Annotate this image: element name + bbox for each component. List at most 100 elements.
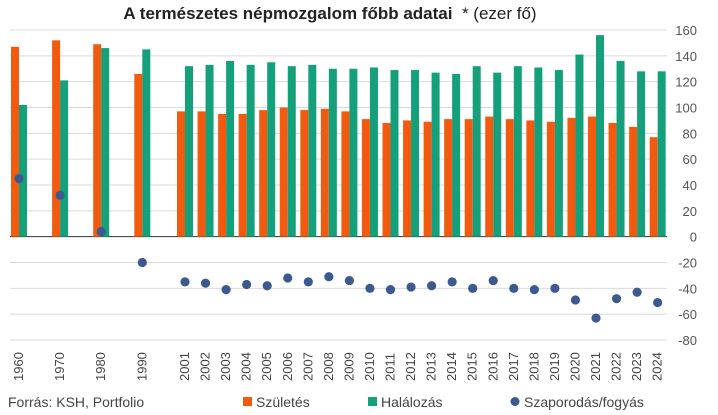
y-tick-label: 160	[675, 23, 697, 38]
x-tick-label: 2009	[341, 352, 356, 381]
point-natural-change	[385, 285, 396, 295]
bar-deaths	[328, 68, 337, 237]
bar-births	[279, 107, 288, 237]
point-natural-change	[344, 275, 354, 286]
point-natural-change	[447, 277, 457, 287]
bar-deaths	[390, 70, 399, 237]
bar-deaths	[575, 54, 584, 237]
y-tick-label: 100	[675, 101, 697, 116]
bar-births	[444, 119, 453, 237]
point-natural-change	[324, 272, 334, 282]
point-natural-change	[242, 279, 252, 290]
bar-births	[197, 111, 206, 237]
x-tick-label: 1980	[93, 352, 108, 381]
x-tick-label: 2003	[218, 352, 233, 381]
x-tick-label: 2020	[567, 352, 582, 381]
bar-deaths	[19, 104, 27, 237]
point-natural-change	[611, 294, 622, 304]
x-tick-label: 2005	[259, 352, 274, 381]
bar-deaths	[246, 64, 255, 237]
y-tick-label: 20	[683, 204, 697, 219]
bars	[11, 35, 666, 237]
bar-deaths	[185, 66, 193, 237]
bar-deaths	[452, 73, 461, 237]
bar-deaths	[349, 68, 358, 237]
bar-deaths	[226, 61, 235, 237]
point-natural-change	[200, 278, 211, 288]
bar-deaths	[554, 70, 563, 237]
bar-births	[546, 121, 555, 237]
y-tick-label: 60	[683, 152, 697, 167]
bar-births	[608, 123, 617, 237]
y-tick-label: 0	[690, 230, 697, 245]
y-tick-label: -80	[678, 333, 697, 348]
bar-deaths	[60, 80, 69, 237]
bar-births	[218, 113, 227, 237]
bar-births	[134, 73, 143, 237]
bar-births	[629, 126, 638, 237]
x-tick-label: 2018	[526, 352, 541, 381]
x-tick-label: 2008	[321, 352, 336, 381]
point-natural-change	[468, 283, 478, 293]
bar-births	[464, 119, 473, 237]
bar-deaths	[205, 64, 214, 237]
bar-births	[259, 110, 268, 237]
legend-label: Szaporodás/fogyás	[524, 394, 644, 410]
x-tick-label: 2012	[403, 352, 418, 381]
bar-births	[649, 137, 658, 237]
bar-births	[177, 111, 185, 237]
x-tick-label: 2024	[650, 352, 665, 381]
point-natural-change	[509, 283, 519, 293]
x-axis-ticks: 1960 1970 1980 1990 2001 2002 2003 2004 2005 2006…	[11, 352, 665, 381]
bar-deaths	[493, 72, 502, 237]
bar-deaths	[637, 71, 646, 237]
point-natural-change	[137, 257, 147, 268]
point-natural-change	[96, 226, 106, 237]
bar-deaths	[657, 71, 666, 237]
y-tick-label: 120	[675, 75, 697, 90]
x-tick-label: 2011	[383, 353, 398, 381]
x-tick-label: 2001	[177, 352, 192, 381]
bar-births	[300, 110, 309, 237]
bar-deaths	[616, 61, 625, 237]
scatter-points	[14, 173, 663, 323]
bar-deaths	[287, 66, 296, 237]
point-natural-change	[550, 283, 560, 293]
point-natural-change	[570, 295, 581, 305]
legend-swatch	[510, 397, 520, 406]
y-tick-label: -40	[678, 281, 697, 296]
legend-label: Halálozás	[381, 394, 442, 410]
bar-deaths	[369, 67, 378, 237]
bar-deaths	[308, 64, 317, 237]
y-tick-label: 80	[683, 126, 697, 141]
bar-deaths	[267, 62, 276, 237]
x-tick-label: 2004	[239, 352, 254, 381]
point-natural-change	[55, 190, 65, 200]
x-tick-label: 1960	[11, 352, 26, 381]
y-tick-label: -20	[678, 256, 697, 271]
bar-births	[526, 120, 535, 237]
x-tick-label: 2006	[280, 352, 295, 381]
x-tick-label: 2016	[485, 352, 500, 381]
bar-births	[567, 117, 576, 237]
bar-deaths	[142, 49, 151, 237]
bar-births	[341, 111, 350, 237]
bar-births	[11, 46, 19, 237]
x-tick-label: 2013	[424, 352, 439, 381]
bar-births	[238, 113, 247, 237]
bar-deaths	[534, 67, 543, 237]
x-tick-label: 2015	[465, 352, 480, 381]
point-natural-change	[365, 283, 375, 293]
point-natural-change	[488, 275, 498, 286]
point-natural-change	[283, 273, 293, 283]
bar-births	[320, 108, 329, 237]
point-natural-change	[406, 282, 416, 292]
x-tick-label: 2010	[362, 352, 377, 381]
x-tick-label: 2014	[444, 352, 459, 381]
source-note: Forrás: KSH, Portfolio	[8, 394, 144, 410]
bar-births	[403, 120, 412, 237]
point-natural-change	[529, 285, 539, 295]
chart-title: A természetes népmozgalom főbb adatai * …	[0, 4, 660, 24]
x-tick-label: 2002	[198, 352, 213, 381]
